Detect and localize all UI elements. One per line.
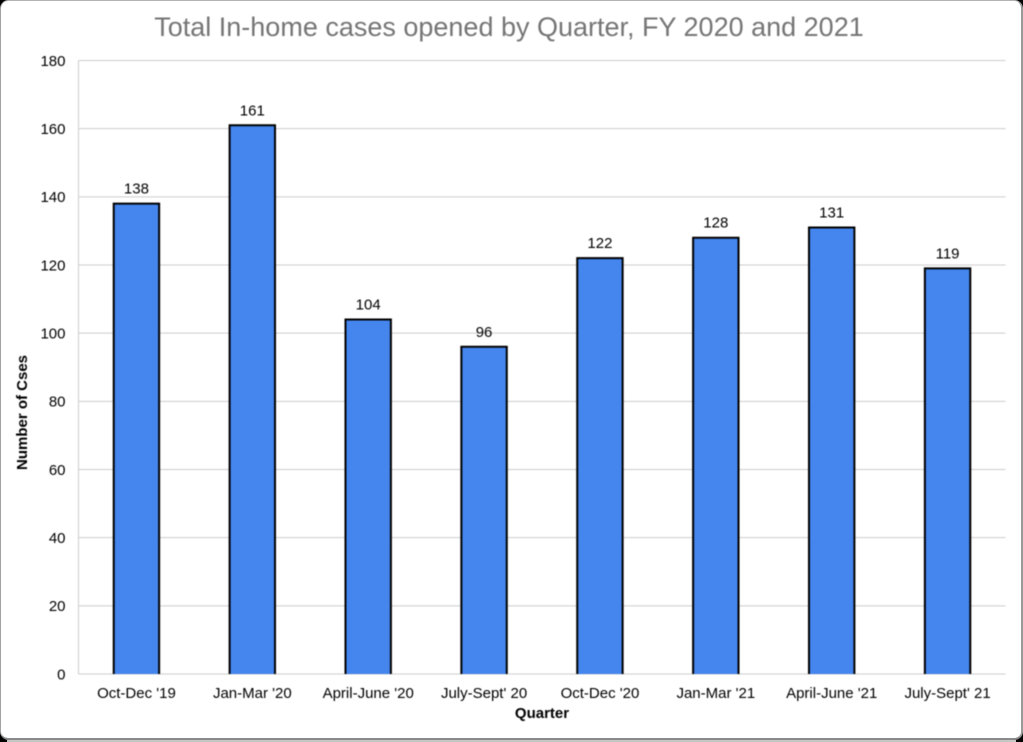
y-tick-label: 60: [49, 462, 66, 479]
x-tick-label: Oct-Dec '19: [97, 685, 176, 702]
x-tick-label: July-Sept' 20: [441, 685, 527, 702]
bar-value-label: 131: [819, 205, 844, 222]
y-tick-label: 100: [40, 326, 65, 343]
y-tick-label: 0: [57, 666, 65, 683]
x-axis-title: Quarter: [515, 705, 569, 722]
bar: [807, 226, 856, 674]
bar-value-label: 161: [240, 102, 265, 119]
x-tick-label: Oct-Dec '20: [561, 685, 640, 702]
y-axis-title: Number of Cses: [14, 355, 31, 470]
bar-value-label: 119: [936, 245, 960, 262]
x-tick-label: July-Sept' 21: [904, 685, 990, 702]
y-tick-label: 140: [40, 189, 65, 206]
y-tick-label: 20: [49, 598, 66, 615]
bar: [460, 345, 508, 674]
bar-value-label: 128: [703, 215, 728, 232]
bar-value-label: 122: [587, 235, 612, 252]
x-tick-label: Jan-Mar '21: [676, 685, 755, 702]
bar: [692, 236, 740, 674]
x-tick-label: Jan-Mar '20: [213, 685, 292, 702]
x-tick-label: April-June '21: [786, 685, 877, 702]
y-tick-label: 40: [49, 530, 66, 547]
bottom-edge-strip: [7, 739, 1016, 742]
bar-value-label: 96: [476, 324, 493, 341]
bar: [923, 267, 972, 674]
y-tick-label: 180: [40, 53, 65, 70]
bar-value-label: 104: [356, 297, 381, 314]
y-tick-label: 120: [40, 257, 65, 274]
x-tick-label: April-June '20: [323, 685, 414, 702]
bar: [576, 257, 624, 674]
bar: [228, 124, 277, 674]
bar-value-label: 138: [124, 181, 149, 198]
y-tick-label: 160: [40, 121, 65, 138]
chart-title: Total In-home cases opened by Quarter, F…: [154, 12, 864, 43]
y-tick-label: 80: [49, 394, 66, 411]
bar: [344, 318, 392, 674]
bar: [112, 202, 161, 674]
